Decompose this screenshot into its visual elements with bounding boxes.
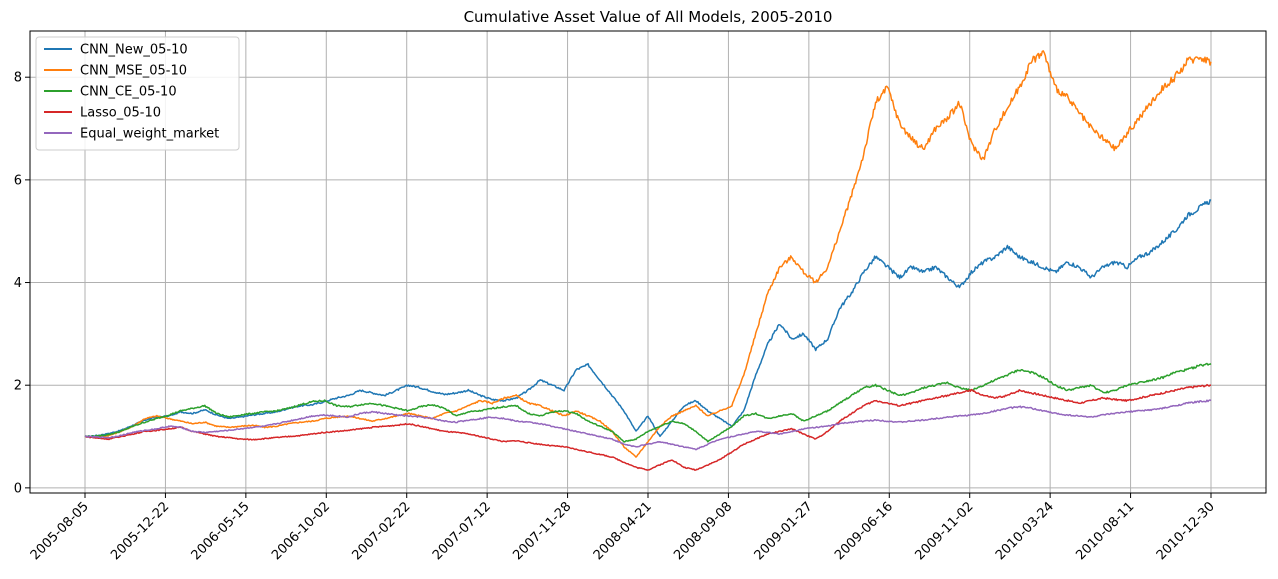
legend: CNN_New_05-10 CNN_MSE_05-10 CNN_CE_05-10 La… — [35, 36, 240, 151]
x-tick-label: 2010-12-30 — [1154, 499, 1218, 563]
x-tick-label: 2009-06-16 — [832, 499, 896, 563]
x-tick-label: 2006-05-15 — [189, 499, 253, 563]
legend-label: CNN_MSE_05-10 — [80, 64, 187, 79]
x-tick-label: 2006-10-02 — [269, 499, 333, 563]
grid-layer — [30, 31, 1266, 493]
x-tick-label: 2009-01-27 — [752, 499, 816, 563]
x-tick-label: 2007-07-12 — [430, 499, 494, 563]
x-tick-label: 2008-09-08 — [671, 499, 735, 563]
y-tick-label: 4 — [14, 276, 22, 291]
x-tick-label: 2008-04-21 — [591, 499, 655, 563]
x-tick-label: 2009-11-02 — [913, 499, 977, 563]
x-tick-label: 2007-02-22 — [350, 499, 414, 563]
chart-title: Cumulative Asset Value of All Models, 20… — [464, 8, 833, 26]
x-tick-label: 2010-08-11 — [1073, 499, 1137, 563]
y-tick-label: 0 — [14, 481, 22, 496]
x-tick-label: 2010-03-24 — [993, 499, 1057, 563]
series-layer — [84, 50, 1212, 471]
legend-label: Lasso_05-10 — [80, 106, 161, 121]
series-line-2 — [84, 362, 1212, 443]
y-tick-label: 2 — [14, 379, 22, 394]
series-line-0 — [84, 199, 1212, 438]
y-tick-label: 6 — [14, 173, 22, 188]
legend-label: CNN_New_05-10 — [80, 43, 188, 58]
x-tick-label: 2005-12-22 — [108, 499, 172, 563]
legend-label: Equal_weight_market — [80, 127, 219, 142]
legend-box — [35, 36, 240, 151]
legend-label: CNN_CE_05-10 — [80, 85, 177, 100]
x-tick-label: 2005-08-05 — [28, 499, 92, 563]
series-line-3 — [84, 383, 1212, 471]
x-tick-label: 2007-11-28 — [510, 499, 574, 563]
series-line-1 — [84, 50, 1212, 458]
y-tick-label: 8 — [14, 71, 22, 86]
series-line-4 — [84, 399, 1212, 451]
